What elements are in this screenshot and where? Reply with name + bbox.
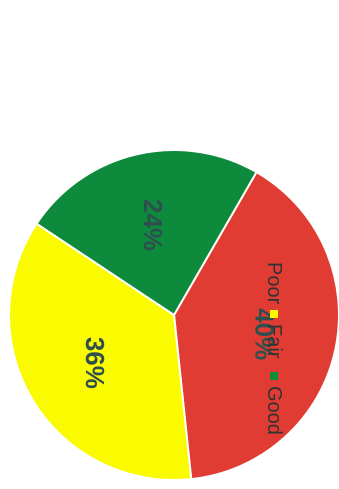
slice-label-good: 24% [138, 199, 168, 251]
legend-swatch-fair [270, 310, 278, 318]
legend-swatch-poor [270, 248, 278, 256]
legend-label-good: Good [263, 386, 285, 435]
pie-slices [8, 149, 339, 481]
slice-label-fair: 36% [80, 337, 110, 389]
legend-swatch-good [270, 372, 278, 380]
legend-label-poor: Poor [263, 262, 285, 305]
legend: Poor Fair Good [263, 248, 285, 435]
pie-slice-fair [8, 222, 193, 481]
pie-slice-poor [172, 170, 339, 481]
legend-label-fair: Fair [263, 324, 285, 359]
slice-labels: 40%36%24% [80, 199, 279, 389]
pie-slice-good [35, 149, 258, 317]
